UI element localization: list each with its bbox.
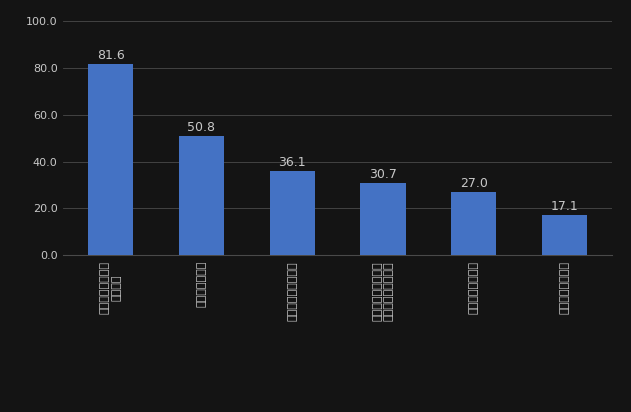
Text: 17.1: 17.1 bbox=[551, 200, 578, 213]
Bar bbox=[542, 215, 587, 255]
Text: 81.6: 81.6 bbox=[97, 49, 124, 62]
Text: 50.8: 50.8 bbox=[187, 121, 215, 134]
Bar bbox=[360, 183, 406, 255]
Bar bbox=[269, 171, 315, 255]
Bar bbox=[451, 192, 497, 255]
Text: 30.7: 30.7 bbox=[369, 169, 397, 181]
Bar bbox=[179, 136, 224, 255]
Text: 36.1: 36.1 bbox=[278, 156, 306, 169]
Bar bbox=[88, 64, 133, 255]
Text: 27.0: 27.0 bbox=[460, 177, 488, 190]
